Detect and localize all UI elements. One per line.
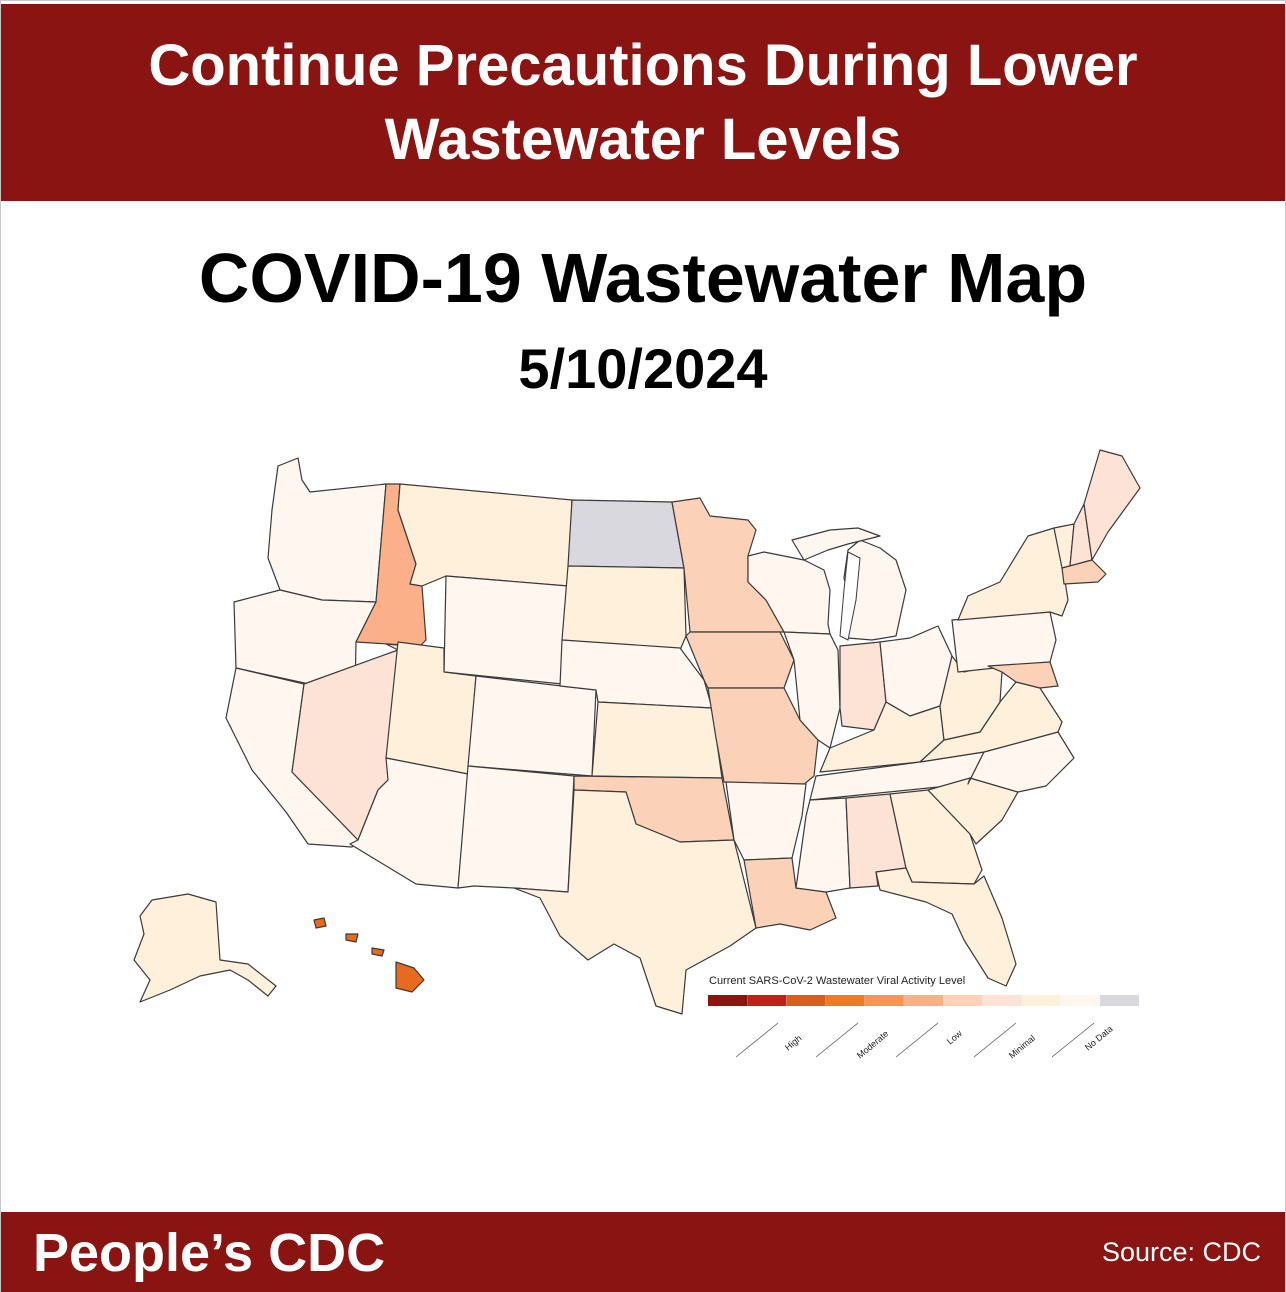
state-hawaii-oahu (345, 933, 359, 943)
state-wyoming (443, 575, 569, 685)
legend-swatch (708, 995, 747, 1006)
legend-label-minimal: Minimal (1007, 1033, 1037, 1061)
state-colorado (467, 675, 597, 777)
legend-scale: High Moderate Low Minimal No Data (708, 995, 1139, 1061)
source-credit: Source: CDC (1101, 1237, 1261, 1267)
footer-bar: People’s CDC Source: CDC (1, 1212, 1285, 1292)
state-hawaii-big-island (395, 961, 425, 993)
state-louisiana (743, 857, 837, 931)
brand-name: People’s CDC (33, 1223, 386, 1283)
state-new-mexico (457, 765, 575, 893)
map-legend: Current SARS-CoV-2 Wastewater Viral Acti… (706, 975, 1146, 1075)
legend-swatch (825, 995, 865, 1006)
state-wisconsin (747, 551, 831, 635)
map-date: 5/10/2024 (518, 337, 768, 400)
lake-michigan (839, 551, 861, 641)
state-maine (1083, 449, 1141, 561)
legend-title: Current SARS-CoV-2 Wastewater Viral Acti… (709, 975, 966, 987)
state-michigan-upper (791, 527, 881, 561)
legend-swatch (1060, 995, 1100, 1006)
legend-label-high: High (783, 1033, 804, 1053)
state-hawaii-maui (371, 947, 385, 957)
legend-swatch (786, 995, 826, 1006)
legend-swatch (747, 995, 787, 1006)
state-texas (513, 789, 757, 1015)
headline-banner: Continue Precautions During Lower Wastew… (1, 4, 1285, 201)
legend-swatch (1100, 995, 1139, 1006)
state-south-dakota (561, 565, 687, 651)
legend-swatch (982, 995, 1022, 1006)
headline: Continue Precautions During Lower Wastew… (148, 32, 1138, 172)
state-hawaii-kauai (313, 917, 327, 929)
state-new-york (957, 527, 1069, 621)
legend-swatch (904, 995, 943, 1006)
state-maryland (987, 661, 1059, 689)
state-missouri (707, 687, 819, 787)
state-arkansas (725, 781, 807, 861)
legend-swatch (943, 995, 983, 1006)
legend-swatch (864, 995, 904, 1006)
state-florida (875, 867, 1017, 987)
state-alaska (133, 893, 277, 1003)
legend-label-low: Low (945, 1028, 964, 1047)
us-wastewater-map (133, 449, 1141, 1015)
state-kansas (591, 701, 723, 779)
state-massachusetts (1061, 559, 1107, 585)
state-montana (397, 483, 573, 587)
map-title: COVID-19 Wastewater Map (198, 239, 1088, 317)
legend-label-moderate: Moderate (855, 1028, 891, 1060)
legend-swatch (1021, 995, 1061, 1006)
state-mississippi (795, 797, 851, 893)
state-washington (267, 457, 387, 603)
state-north-dakota (567, 499, 685, 569)
